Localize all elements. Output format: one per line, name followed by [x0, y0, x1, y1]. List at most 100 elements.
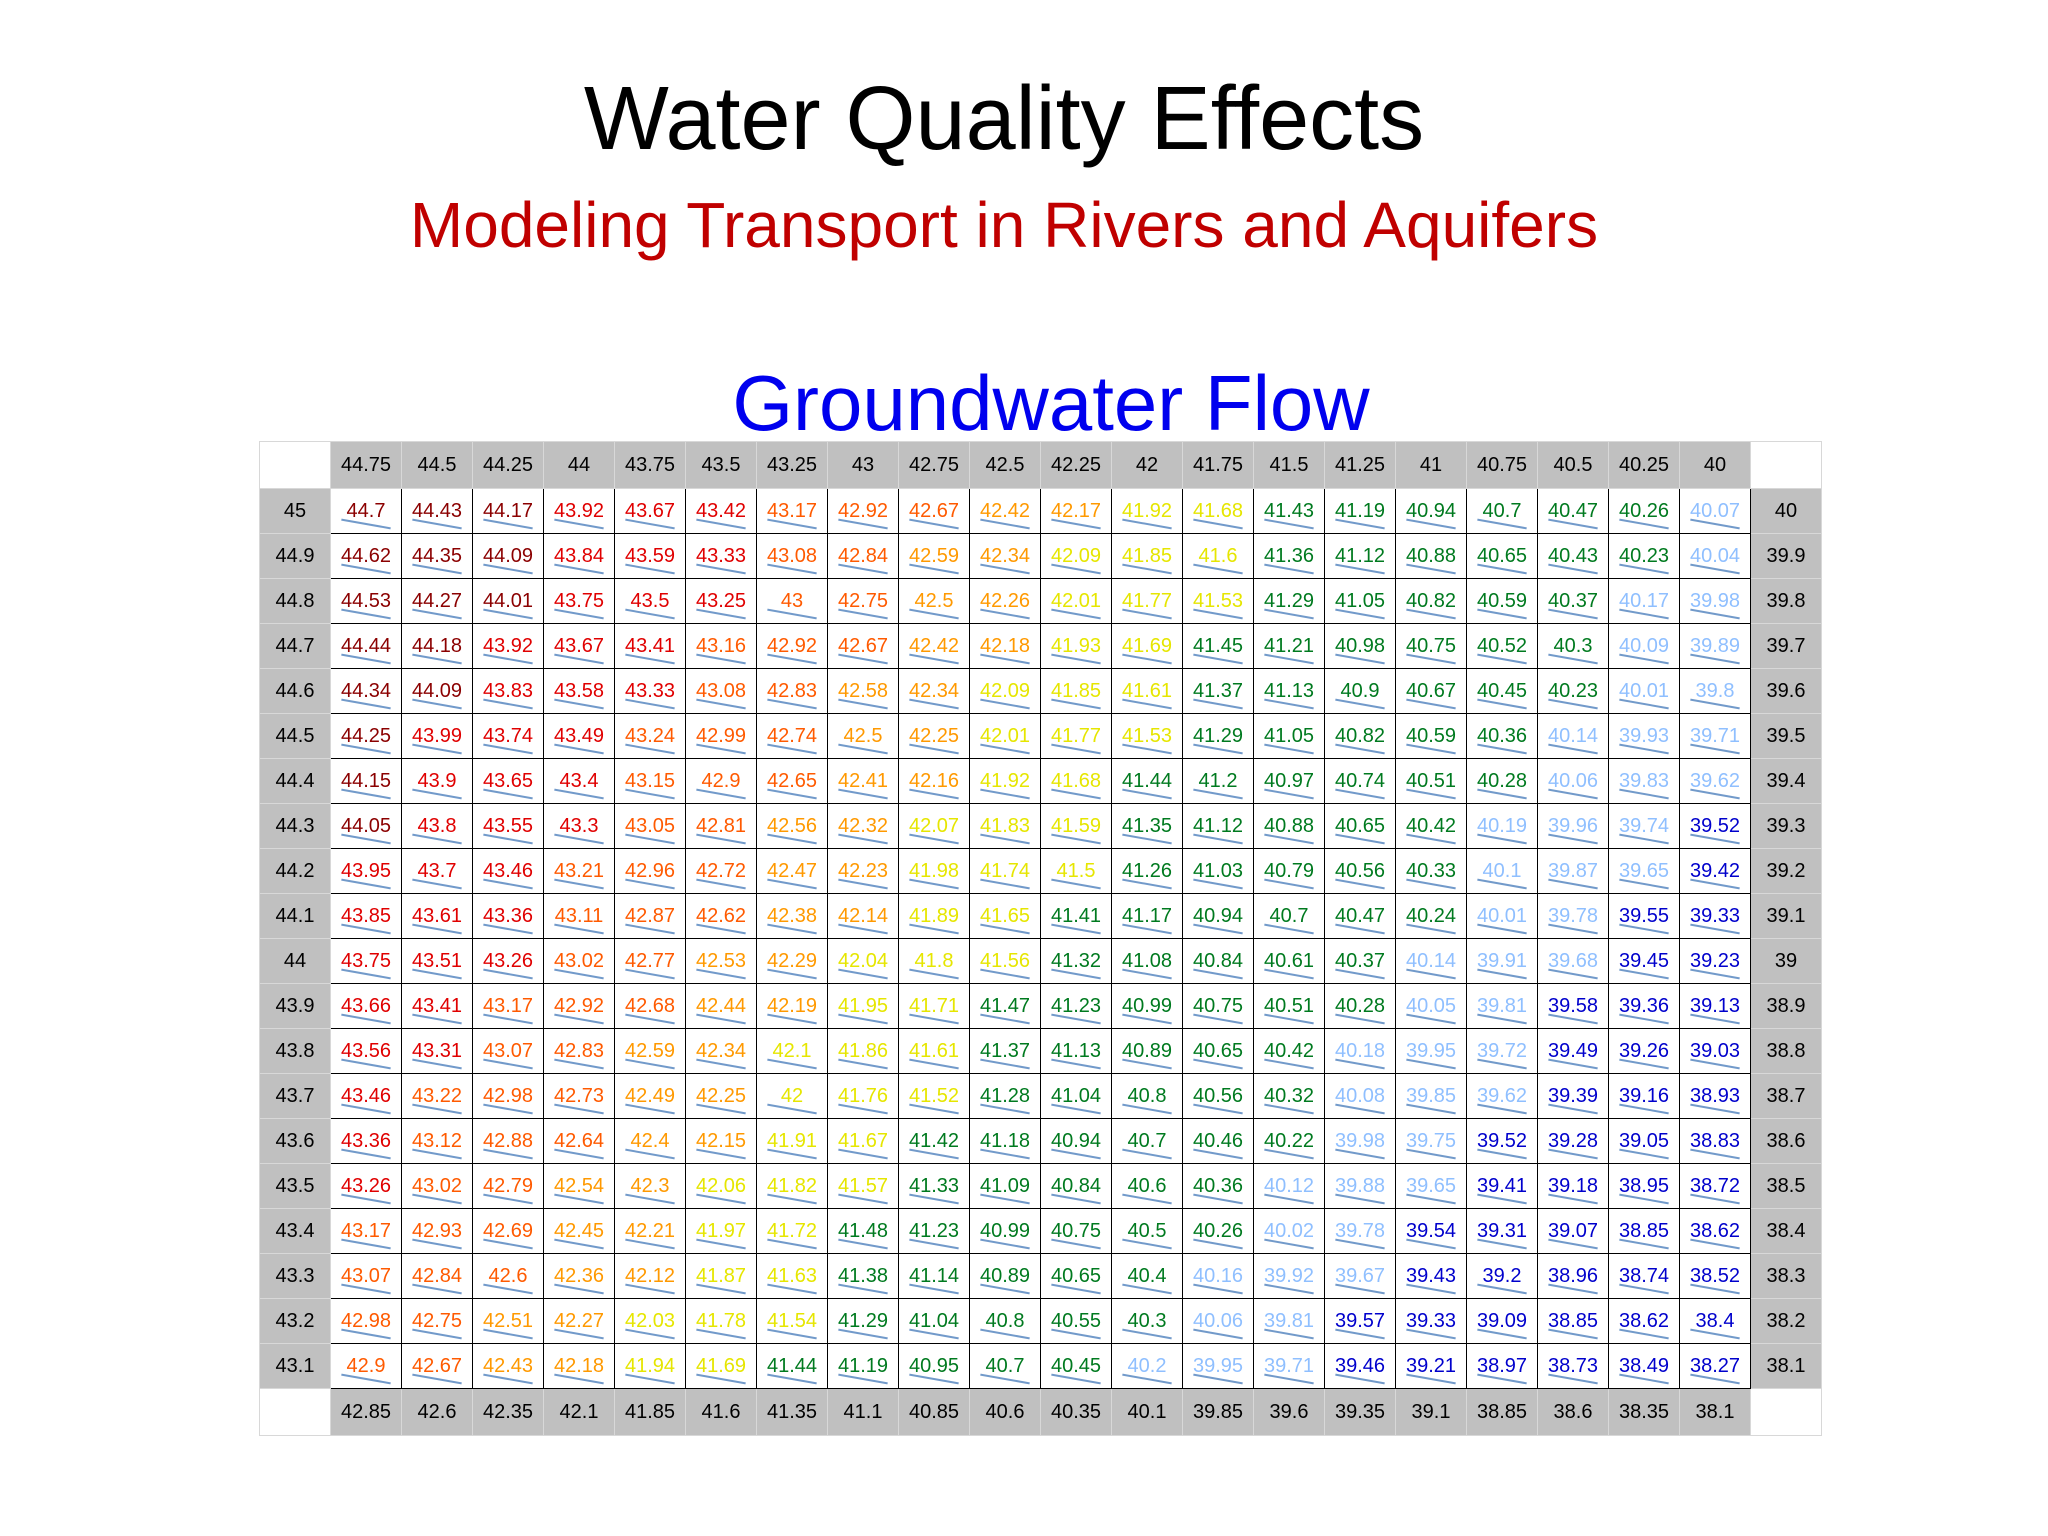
head-cell: 40.9 [1324, 668, 1396, 714]
head-cell: 44.27 [401, 578, 473, 624]
grid-row: 44.9 44.62 44.35 44.09 43.84 43.59 43.33 43.08 4… [259, 533, 1822, 579]
edge-cell: 38.8 [1750, 1028, 1822, 1074]
head-cell: 40.65 [1324, 803, 1396, 849]
head-cell: 41.74 [969, 848, 1041, 894]
head-cell: 42.51 [472, 1298, 544, 1344]
head-cell: 43.33 [685, 533, 757, 579]
head-cell: 43.66 [330, 983, 402, 1029]
edge-cell: 39 [1750, 938, 1822, 984]
head-cell: 42.09 [1040, 533, 1112, 579]
head-cell: 43.75 [543, 578, 615, 624]
head-cell: 42.84 [401, 1253, 473, 1299]
subtitle: Modeling Transport in Rivers and Aquifer… [409, 189, 1599, 261]
edge-cell: 41.25 [1324, 441, 1396, 489]
head-cell: 41.05 [1253, 713, 1325, 759]
head-cell: 41.93 [1040, 623, 1112, 669]
head-cell: 40.36 [1466, 713, 1538, 759]
head-cell: 41.14 [898, 1253, 970, 1299]
head-cell: 41.37 [969, 1028, 1041, 1074]
head-cell: 42.49 [614, 1073, 686, 1119]
head-cell: 40.14 [1537, 713, 1609, 759]
head-cell: 40.28 [1466, 758, 1538, 804]
head-cell: 39.89 [1679, 623, 1751, 669]
head-cell: 38.49 [1608, 1343, 1680, 1389]
grid-row: 43.7 43.46 43.22 42.98 42.73 42.49 42.25 42 41.7… [259, 1073, 1822, 1119]
head-cell: 43.41 [401, 983, 473, 1029]
head-cell: 42.12 [614, 1253, 686, 1299]
head-cell: 40.98 [1324, 623, 1396, 669]
head-cell: 39.46 [1324, 1343, 1396, 1389]
head-cell: 42.5 [898, 578, 970, 624]
head-cell: 43.08 [685, 668, 757, 714]
head-cell: 42.4 [614, 1118, 686, 1164]
head-cell: 42.04 [827, 938, 899, 984]
edge-cell: 44.6 [259, 668, 331, 714]
grid-row: 43.5 43.26 43.02 42.79 42.54 42.3 42.06 41.82 41… [259, 1163, 1822, 1209]
head-cell: 41.13 [1253, 668, 1325, 714]
head-cell: 39.62 [1466, 1073, 1538, 1119]
edge-cell: 42 [1111, 441, 1183, 489]
head-cell: 44.35 [401, 533, 473, 579]
head-cell: 41.67 [827, 1118, 899, 1164]
edge-cell: 42.25 [1040, 441, 1112, 489]
head-grid: 44.75 44.5 44.25 44 43.75 43.5 43.25 43 42.75 42.… [259, 441, 1822, 1436]
head-cell: 41.26 [1111, 848, 1183, 894]
edge-cell: 44.75 [330, 441, 402, 489]
head-cell: 39.05 [1608, 1118, 1680, 1164]
head-cell: 40.88 [1395, 533, 1467, 579]
head-cell: 39.72 [1466, 1028, 1538, 1074]
head-cell: 40.8 [969, 1298, 1041, 1344]
head-cell: 42.47 [756, 848, 828, 894]
head-cell: 42.21 [614, 1208, 686, 1254]
head-cell: 42.9 [330, 1343, 402, 1389]
head-cell: 41.95 [827, 983, 899, 1029]
head-cell: 40.06 [1182, 1298, 1254, 1344]
head-cell: 42.23 [827, 848, 899, 894]
head-cell: 43.36 [330, 1118, 402, 1164]
head-cell: 39.23 [1679, 938, 1751, 984]
head-cell: 41.21 [1253, 623, 1325, 669]
head-cell: 41.29 [1253, 578, 1325, 624]
head-cell: 39.81 [1253, 1298, 1325, 1344]
head-cell: 43.22 [401, 1073, 473, 1119]
edge-cell: 38.85 [1466, 1388, 1538, 1436]
head-cell: 39.45 [1608, 938, 1680, 984]
head-cell: 44.44 [330, 623, 402, 669]
edge-cell: 44.25 [472, 441, 544, 489]
edge-cell: 41.5 [1253, 441, 1325, 489]
edge-cell: 41.1 [827, 1388, 899, 1436]
head-cell: 42.15 [685, 1118, 757, 1164]
head-cell: 40.7 [969, 1343, 1041, 1389]
head-cell: 44.01 [472, 578, 544, 624]
head-cell: 42.25 [685, 1073, 757, 1119]
head-cell: 41.53 [1182, 578, 1254, 624]
head-cell: 43.75 [330, 938, 402, 984]
edge-cell: 44.5 [259, 713, 331, 759]
edge-cell: 38.6 [1537, 1388, 1609, 1436]
head-cell: 42.75 [401, 1298, 473, 1344]
head-cell: 42.9 [685, 758, 757, 804]
head-cell: 43.59 [614, 533, 686, 579]
head-cell: 38.73 [1537, 1343, 1609, 1389]
edge-cell: 43.6 [259, 1118, 331, 1164]
head-cell: 43.9 [401, 758, 473, 804]
head-cell: 39.58 [1537, 983, 1609, 1029]
head-cell: 40.97 [1253, 758, 1325, 804]
head-cell: 42.92 [543, 983, 615, 1029]
head-cell: 38.74 [1608, 1253, 1680, 1299]
head-cell: 40.61 [1253, 938, 1325, 984]
head-cell: 43.02 [401, 1163, 473, 1209]
head-cell: 39.83 [1608, 758, 1680, 804]
head-cell: 39.42 [1679, 848, 1751, 894]
head-cell: 41.19 [827, 1343, 899, 1389]
edge-cell: 40 [1750, 488, 1822, 534]
edge-cell: 39.8 [1750, 578, 1822, 624]
head-cell: 40.26 [1182, 1208, 1254, 1254]
head-cell: 38.62 [1608, 1298, 1680, 1344]
grid-row: 43.6 43.36 43.12 42.88 42.64 42.4 42.15 41.91 41… [259, 1118, 1822, 1164]
head-cell: 42.67 [401, 1343, 473, 1389]
head-cell: 44.62 [330, 533, 402, 579]
head-cell: 40.24 [1395, 893, 1467, 939]
head-cell: 42.16 [898, 758, 970, 804]
head-cell: 42.14 [827, 893, 899, 939]
